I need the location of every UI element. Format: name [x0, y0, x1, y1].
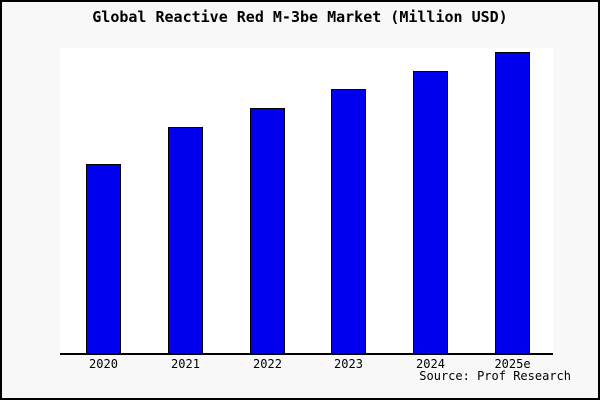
plot-area: [60, 48, 553, 355]
x-tick-label-2024: 2024: [416, 357, 445, 371]
x-tick-label-2025e: 2025e: [494, 357, 531, 371]
bar-2025e: [495, 52, 530, 353]
bar-2020: [86, 164, 121, 353]
bar-2021: [168, 127, 203, 353]
bar-2023: [331, 89, 366, 353]
bar-2024: [413, 71, 448, 353]
chart-title: Global Reactive Red M-3be Market (Millio…: [92, 8, 508, 26]
x-tick-label-2021: 2021: [171, 357, 200, 371]
x-axis-labels: 2020 2021 2022 2023 2024 2025e: [60, 357, 553, 373]
x-tick-label-2023: 2023: [334, 357, 363, 371]
x-tick-label-2022: 2022: [253, 357, 282, 371]
x-tick-label-2020: 2020: [89, 357, 118, 371]
source-note: Source: Prof Research: [419, 369, 571, 383]
bar-2022: [250, 108, 285, 353]
